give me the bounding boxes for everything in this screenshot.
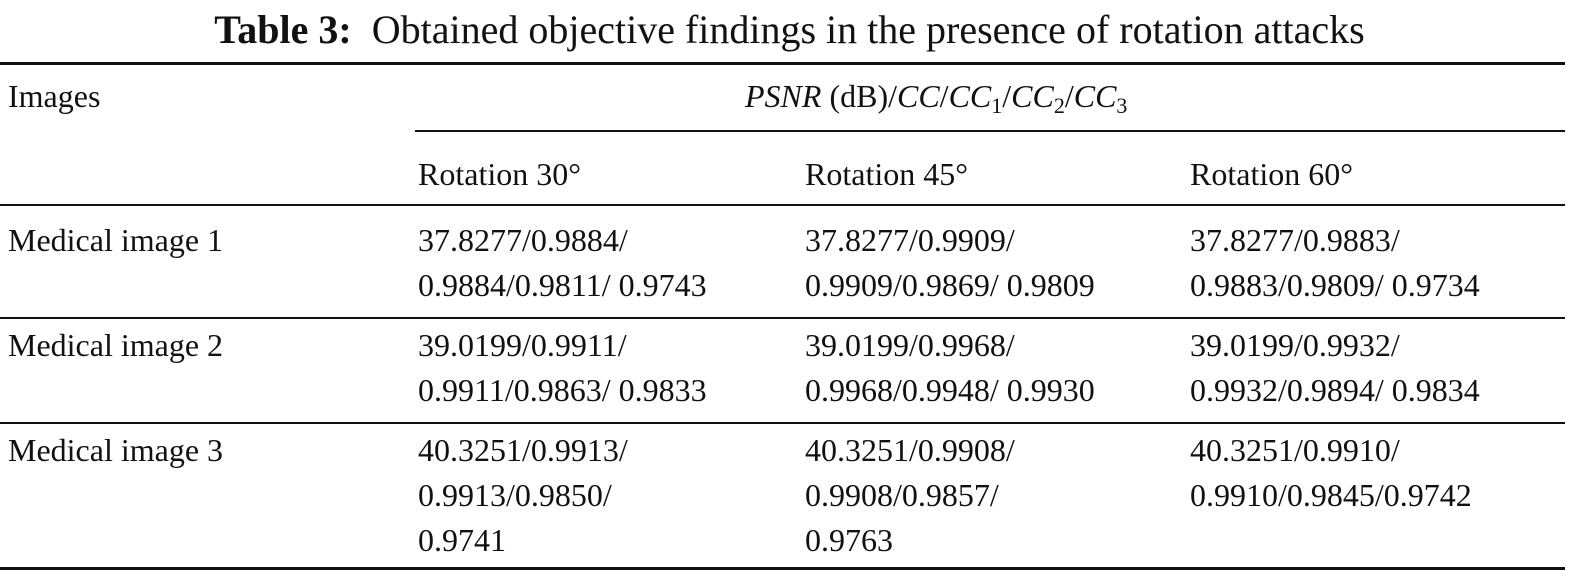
row-rule xyxy=(0,422,1565,424)
cell-line: 0.9763 xyxy=(805,522,893,558)
header-group-part: 1 xyxy=(991,93,1003,118)
cell-line: 0.9913/0.9850/ xyxy=(418,477,612,513)
cell-line: 39.0199/0.9968/ xyxy=(805,327,1015,363)
header-group-part: / xyxy=(939,78,949,114)
row-label: Medical image 2 xyxy=(8,327,224,363)
cell-line: 39.0199/0.9932/ xyxy=(1190,327,1400,363)
header-group-part: 2 xyxy=(1053,93,1065,118)
row-label: Medical image 3 xyxy=(8,432,224,468)
cell-line: 40.3251/0.9913/ xyxy=(418,432,628,468)
header-images: Images xyxy=(8,78,101,114)
caption-text: Obtained objective findings in the prese… xyxy=(371,7,1365,52)
cell-line: 0.9883/0.9809/ 0.9734 xyxy=(1190,267,1480,303)
cell-line: 37.8277/0.9883/ xyxy=(1190,222,1400,258)
cell-line: 0.9908/0.9857/ xyxy=(805,477,999,513)
column-header: Rotation 60° xyxy=(1190,156,1354,192)
cell-line: 0.9932/0.9894/ 0.9834 xyxy=(1190,372,1480,408)
header-group-part: CC xyxy=(1011,78,1054,114)
column-header: Rotation 30° xyxy=(418,156,582,192)
cell-line: 0.9968/0.9948/ 0.9930 xyxy=(805,372,1095,408)
cell-line: 0.9910/0.9845/0.9742 xyxy=(1190,477,1472,513)
header-group-part: / xyxy=(1002,78,1012,114)
header-group-part: CC xyxy=(948,78,992,114)
cell-line: 0.9884/0.9811/ 0.9743 xyxy=(418,267,707,303)
caption-label: Table 3: xyxy=(214,7,352,52)
row-rule xyxy=(0,317,1565,319)
header-group-part: (dB)/ xyxy=(821,78,897,114)
group-rule xyxy=(415,130,1565,132)
header-group-part: / xyxy=(1064,78,1074,114)
top-rule xyxy=(0,62,1565,65)
cell-line: 37.8277/0.9884/ xyxy=(418,222,628,258)
bottom-rule xyxy=(0,567,1565,570)
cell-line: 0.9909/0.9869/ 0.9809 xyxy=(805,267,1095,303)
row-label: Medical image 1 xyxy=(8,222,224,258)
cell-line: 0.9911/0.9863/ 0.9833 xyxy=(418,372,707,408)
header-group-part: CC xyxy=(896,78,940,114)
cell-line: 0.9741 xyxy=(418,522,506,558)
column-header: Rotation 45° xyxy=(805,156,969,192)
cell-line: 39.0199/0.9911/ xyxy=(418,327,627,363)
header-group-part: CC xyxy=(1073,78,1117,114)
cell-line: 40.3251/0.9908/ xyxy=(805,432,1015,468)
header-group: PSNR (dB)/CC/CC1/CC2/CC3 xyxy=(745,80,1127,117)
header-group-part: 3 xyxy=(1116,93,1128,118)
cell-line: 40.3251/0.9910/ xyxy=(1190,432,1400,468)
cell-line: 37.8277/0.9909/ xyxy=(805,222,1015,258)
header-group-part: PSNR xyxy=(745,78,822,114)
header-rule xyxy=(0,204,1565,206)
table-caption: Table 3: Obtained objective findings in … xyxy=(0,6,1579,53)
